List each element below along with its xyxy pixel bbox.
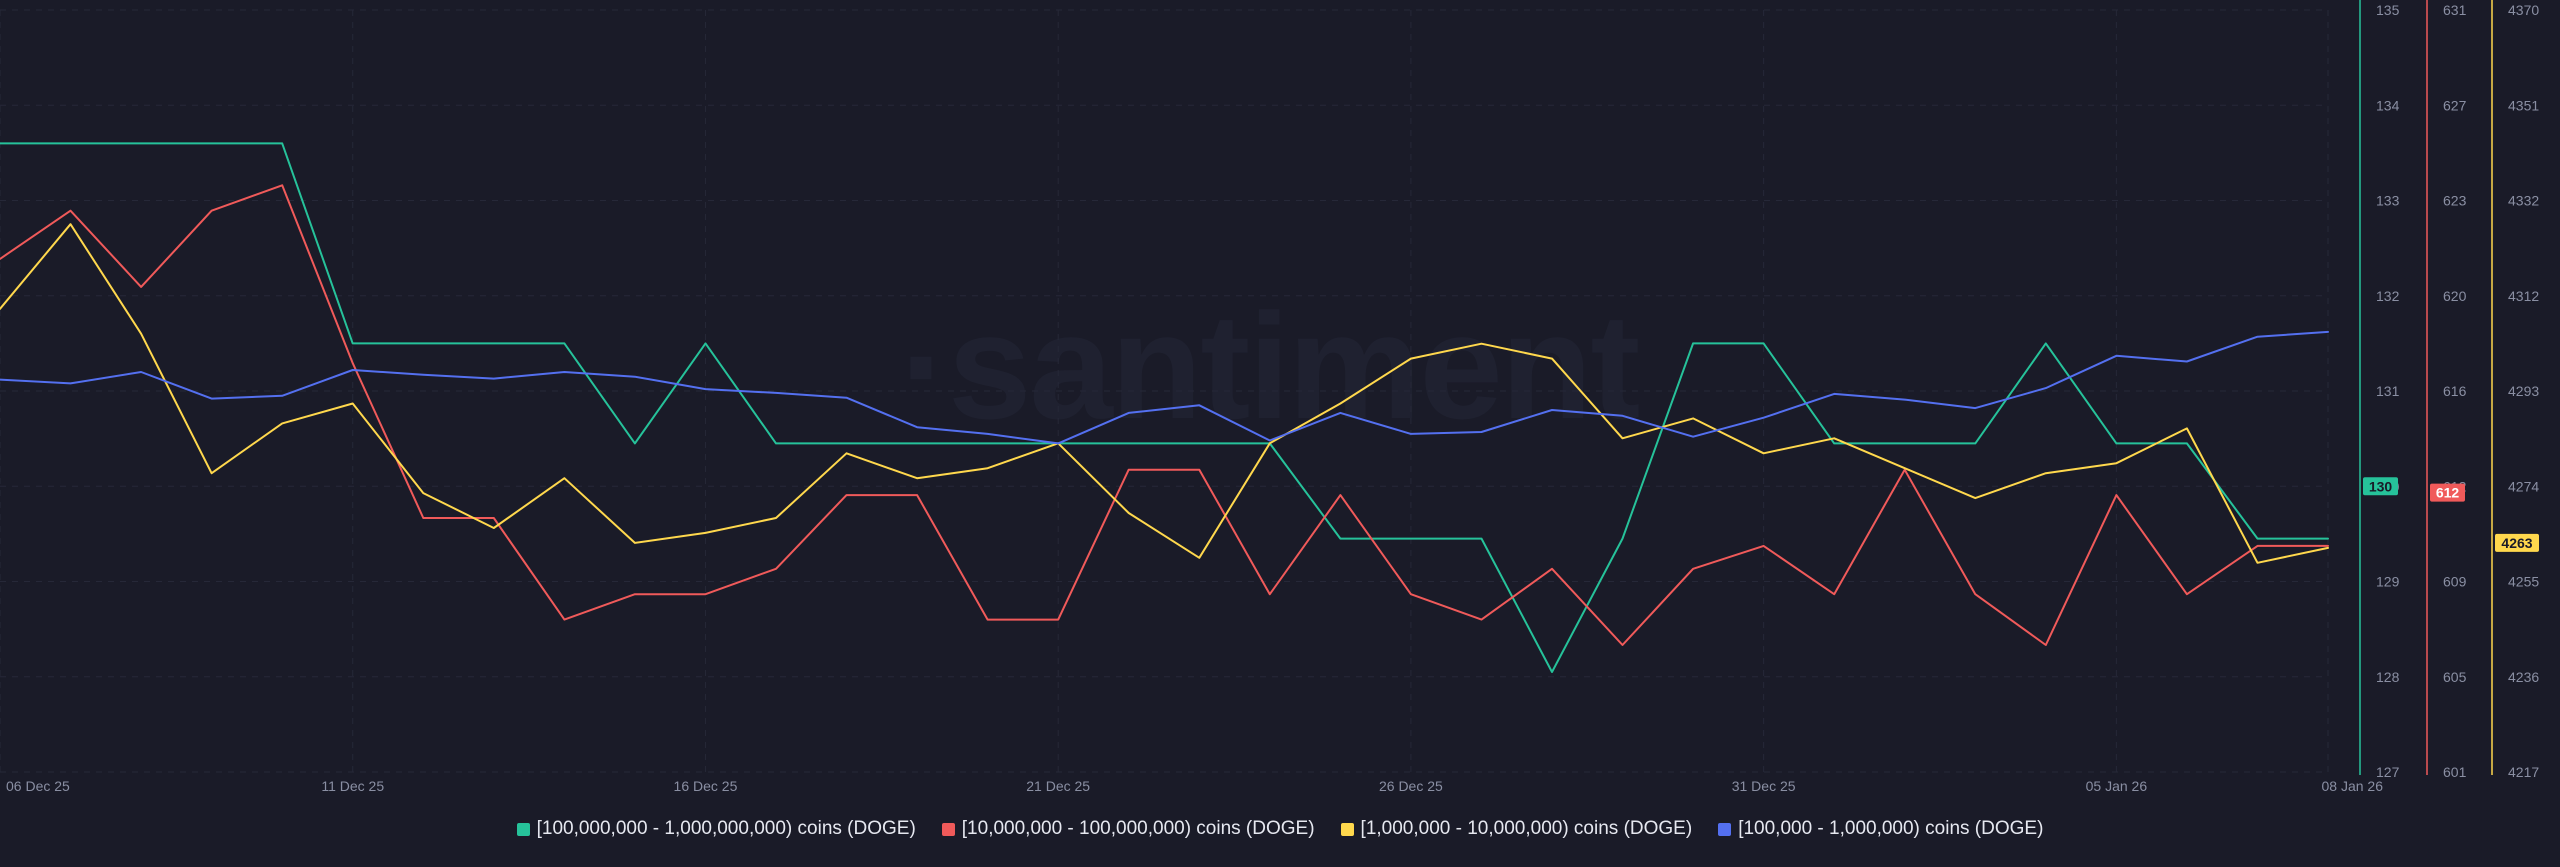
x-tick-label: 16 Dec 25 (674, 778, 738, 794)
series-line-2 (0, 223, 2329, 564)
y-tick-label-yellow: 4274 (2508, 478, 2539, 494)
legend-item-teal-series[interactable]: [100,000,000 - 1,000,000,000) coins (DOG… (516, 818, 916, 840)
y-tick-label-red: 627 (2443, 97, 2467, 113)
x-axis: 06 Dec 25 11 Dec 25 16 Dec 25 21 Dec 25 26 D… (6, 778, 2383, 794)
y-tick-label-teal: 131 (2376, 383, 2400, 399)
legend-item-blue-series[interactable]: [100,000 - 1,000,000) coins (DOGE) (1718, 818, 2043, 840)
badge-bg-red (2430, 483, 2465, 502)
y-tick-label-red: 620 (2443, 288, 2467, 304)
legend-swatch-teal (516, 822, 530, 836)
y-tick-label-red: 601 (2443, 764, 2467, 780)
legend-swatch-blue (1718, 822, 1732, 836)
legend-item-red-series[interactable]: [10,000,000 - 100,000,000) coins (DOGE) (941, 818, 1315, 840)
legend-label-blue: [100,000 - 1,000,000) coins (DOGE) (1738, 818, 2044, 839)
badge-value-red: 612 (2436, 485, 2460, 501)
y-tick-label-red: 609 (2443, 574, 2467, 590)
y-tick-label-yellow: 4332 (2508, 193, 2539, 209)
x-tick-label: 05 Jan 26 (2086, 778, 2148, 794)
legend-label-teal: [100,000,000 - 1,000,000,000) coins (DOG… (536, 818, 916, 839)
x-tick-label: 26 Dec 25 (1379, 778, 1443, 794)
x-tick-label: 08 Jan 26 (2322, 778, 2384, 794)
series-line-1 (0, 184, 2329, 646)
legend-item-yellow-series[interactable]: [1,000,000 - 10,000,000) coins (DOGE) (1340, 818, 1693, 840)
x-tick-label: 21 Dec 25 (1026, 778, 1090, 794)
y-tick-label-teal: 135 (2376, 2, 2400, 18)
y-tick-label-red: 605 (2443, 669, 2467, 685)
y-tick-label-yellow: 4312 (2508, 288, 2539, 304)
y-tick-label-yellow: 4217 (2508, 764, 2539, 780)
badge-bg-yellow (2495, 533, 2539, 552)
y-tick-label-yellow: 4293 (2508, 383, 2539, 399)
x-tick-label: 31 Dec 25 (1732, 778, 1796, 794)
badge-value-teal: 130 (2369, 478, 2393, 494)
series-line-3 (0, 330, 2329, 445)
y-tick-label-teal: 128 (2376, 669, 2400, 685)
y-tick-label-red: 623 (2443, 193, 2467, 209)
grid (0, 9, 2329, 773)
x-tick-label: 11 Dec 25 (321, 778, 384, 794)
series-line-0 (0, 142, 2329, 673)
y-tick-label-red: 616 (2443, 383, 2467, 399)
y-tick-label-red: 631 (2443, 2, 2467, 18)
y-tick-label-teal: 134 (2376, 97, 2400, 113)
y-tick-label-yellow: 4236 (2508, 669, 2539, 685)
legend-swatch-red (941, 822, 955, 836)
badge-value-yellow: 4263 (2501, 535, 2532, 551)
y-tick-label-teal: 132 (2376, 288, 2400, 304)
y-axis-red: 601 605 609 612 616 620 623 627 631 (2426, 0, 2467, 780)
legend-label-yellow: [1,000,000 - 10,000,000) coins (DOGE) (1360, 818, 1693, 839)
y-axis-teal: 127 128 129 130 131 132 133 134 135 (2359, 0, 2400, 780)
y-axis-yellow: 4217 4236 4255 4274 4293 4312 4332 4351 4370 (2491, 0, 2539, 780)
y-tick-label-teal: 127 (2376, 764, 2400, 780)
legend: [100,000,000 - 1,000,000,000) coins (DOG… (0, 818, 2560, 840)
legend-swatch-yellow (1340, 822, 1354, 836)
y-tick-label-yellow: 4351 (2508, 97, 2539, 113)
badge-bg-teal (2363, 477, 2398, 496)
series (0, 142, 2329, 673)
y-tick-label-yellow: 4255 (2508, 574, 2539, 590)
legend-label-red: [10,000,000 - 100,000,000) coins (DOGE) (961, 818, 1315, 839)
santiment-watermark: ·santiment (900, 282, 1640, 450)
current-value-badges: 130 612 4263 (2363, 477, 2539, 552)
x-tick-label: 06 Dec 25 (6, 778, 70, 794)
y-tick-label-teal: 129 (2376, 574, 2400, 590)
y-tick-label-teal: 133 (2376, 193, 2400, 209)
y-tick-label-yellow: 4370 (2508, 2, 2539, 18)
